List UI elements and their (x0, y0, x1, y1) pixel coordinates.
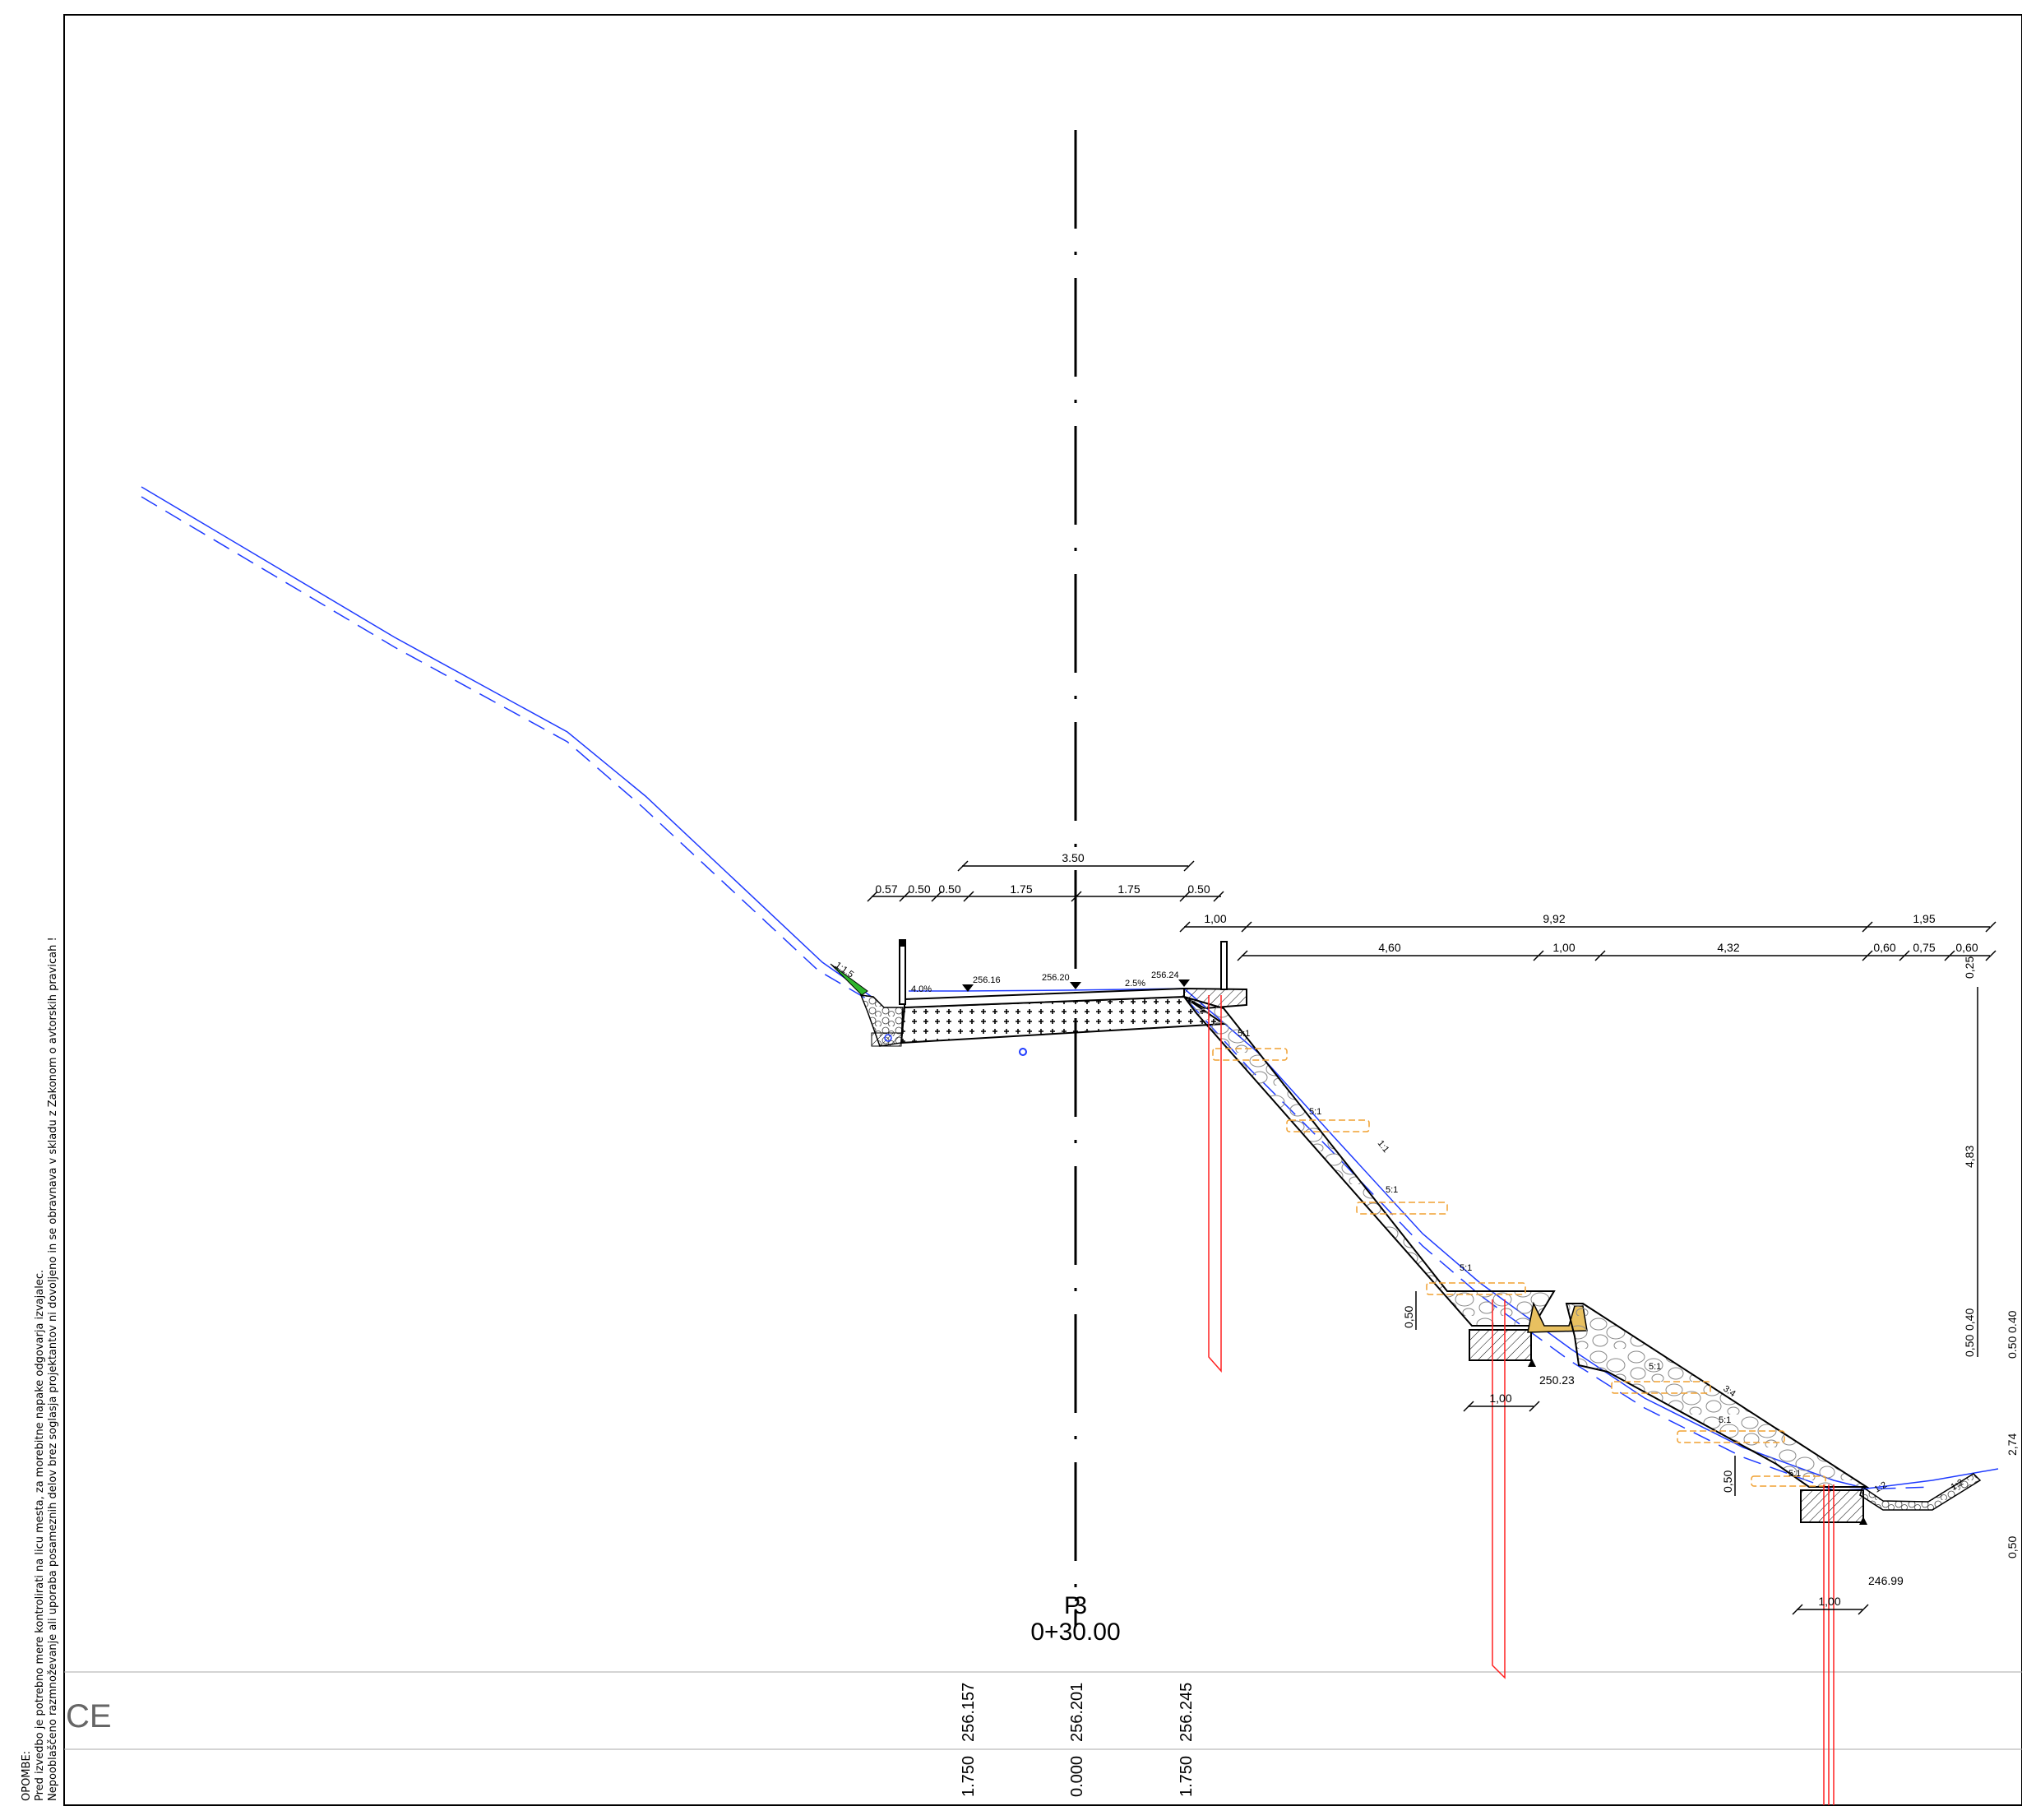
dim-row4-4: 0,75 (1913, 941, 1935, 954)
dim-vertical-5: 0,50 (2006, 1536, 2019, 1558)
notes-line-2: Nepooblaščeno razmnoževanje ali uporaba … (47, 937, 59, 1801)
dimension-ticks (867, 860, 1997, 1615)
lower-foundation (1800, 1489, 1864, 1523)
level-road-right: 256.24 (1151, 970, 1179, 980)
slope-batter-1: 5:1 (1238, 1029, 1250, 1039)
table-offset-1: 0.000 (1068, 1756, 1086, 1797)
drain-pipe (884, 1034, 892, 1042)
level-markers (962, 979, 1867, 1525)
dim-row4-3: 0,60 (1873, 941, 1895, 954)
slope-batter-2: 5:1 (1309, 1107, 1321, 1117)
slope-crossfall-right: 2.5% (1125, 979, 1145, 989)
slope-batter-3: 5:1 (1386, 1185, 1398, 1195)
table-elevation-2: 256.245 (1178, 1683, 1196, 1742)
level-foundation-2: 246.99 (1868, 1574, 1904, 1587)
slope-batter-4: 5:1 (1460, 1263, 1472, 1273)
dim-foundation-width-0: 1,00 (1489, 1392, 1511, 1405)
slope-batter-7: 5:1 (1788, 1469, 1801, 1479)
profile-chainage: 0+30.00 (1030, 1619, 1120, 1646)
table-values: 256.157 256.201 256.245 1.750 0.000 1.75… (960, 1683, 1196, 1797)
dim-row2-2: 0.50 (938, 882, 960, 896)
dim-bench-height-1: 0,50 (1721, 1470, 1734, 1493)
dim-row2-1: 0.50 (908, 882, 930, 896)
table-row-label: CE (66, 1698, 112, 1734)
right-guardrail-post (1220, 941, 1228, 990)
dimension-lines (872, 865, 1990, 1610)
drain-marker (1019, 1048, 1027, 1056)
dim-vertical-0: 0,25 (1963, 956, 1976, 979)
geogrid-layers (1212, 1048, 1826, 1487)
dim-row3-0: 1,00 (1204, 912, 1226, 925)
dim-vertical-1: 4,83 (1963, 1146, 1976, 1168)
slope-ditch-left: 1:2 (1873, 1480, 1889, 1495)
dim-row4-2: 4,32 (1717, 941, 1739, 954)
dim-right-edge: 0.50 0.40 (2006, 1310, 2019, 1359)
grass-slope (830, 963, 868, 996)
table-elevation-0: 256.157 (960, 1683, 978, 1742)
level-road-left: 256.16 (973, 975, 1001, 985)
left-guardrail-cap (900, 940, 905, 947)
dim-row4-5: 0,60 (1955, 941, 1978, 954)
slope-crossfall-left: 4.0% (911, 984, 932, 994)
dim-bench-height-0: 0,50 (1402, 1306, 1415, 1328)
dim-row4-1: 1,00 (1552, 941, 1575, 954)
dim-row3-2: 1,95 (1913, 912, 1935, 925)
slope-batter-5: 5:1 (1649, 1362, 1661, 1372)
dim-vertical-4: 2,74 (2006, 1433, 2019, 1456)
level-road-center: 256.20 (1042, 973, 1070, 983)
piles (1208, 995, 1835, 1805)
notes-title: OPOMBE: (21, 1751, 33, 1801)
dim-row3-1: 9,92 (1543, 912, 1565, 925)
notes-block: OPOMBE: Pred izvedbo je potrebno mere ko… (21, 937, 59, 1801)
dim-vertical-2: 0,50 (1963, 1335, 1976, 1357)
left-guardrail-post (899, 939, 906, 1005)
table-elevation-1: 256.201 (1068, 1683, 1086, 1742)
dim-row2-4: 1.75 (1117, 882, 1140, 896)
slope-batter-6: 5:1 (1719, 1415, 1731, 1425)
dim-row2-0: 0.57 (875, 882, 897, 896)
dim-row2-5: 0.50 (1187, 882, 1210, 896)
dim-row4-0: 4,60 (1378, 941, 1400, 954)
slope-wall-upper: 1:1 (1376, 1138, 1391, 1154)
upper-foundation (1469, 1329, 1532, 1361)
drawing-frame (63, 14, 2022, 1806)
profile-name: P3 (1064, 1592, 1087, 1619)
upper-retaining-wall (1182, 995, 1556, 1327)
dim-row2-3: 1.75 (1010, 882, 1032, 896)
dim-foundation-width-1: 1,00 (1818, 1595, 1840, 1608)
level-foundation-1: 250.23 (1539, 1373, 1575, 1387)
lower-retaining-wall (1565, 1303, 1870, 1488)
notes-line-1: Pred izvedbo je potrebno mere kontrolira… (34, 1270, 46, 1801)
dim-top-width: 3.50 (1062, 851, 1084, 864)
table-offset-0: 1.750 (960, 1756, 978, 1797)
dim-vertical-3: 0,40 (1963, 1308, 1976, 1331)
terrain-line (141, 486, 1999, 1491)
table-offset-2: 1.750 (1178, 1756, 1196, 1797)
right-ditch (1859, 1473, 1982, 1511)
